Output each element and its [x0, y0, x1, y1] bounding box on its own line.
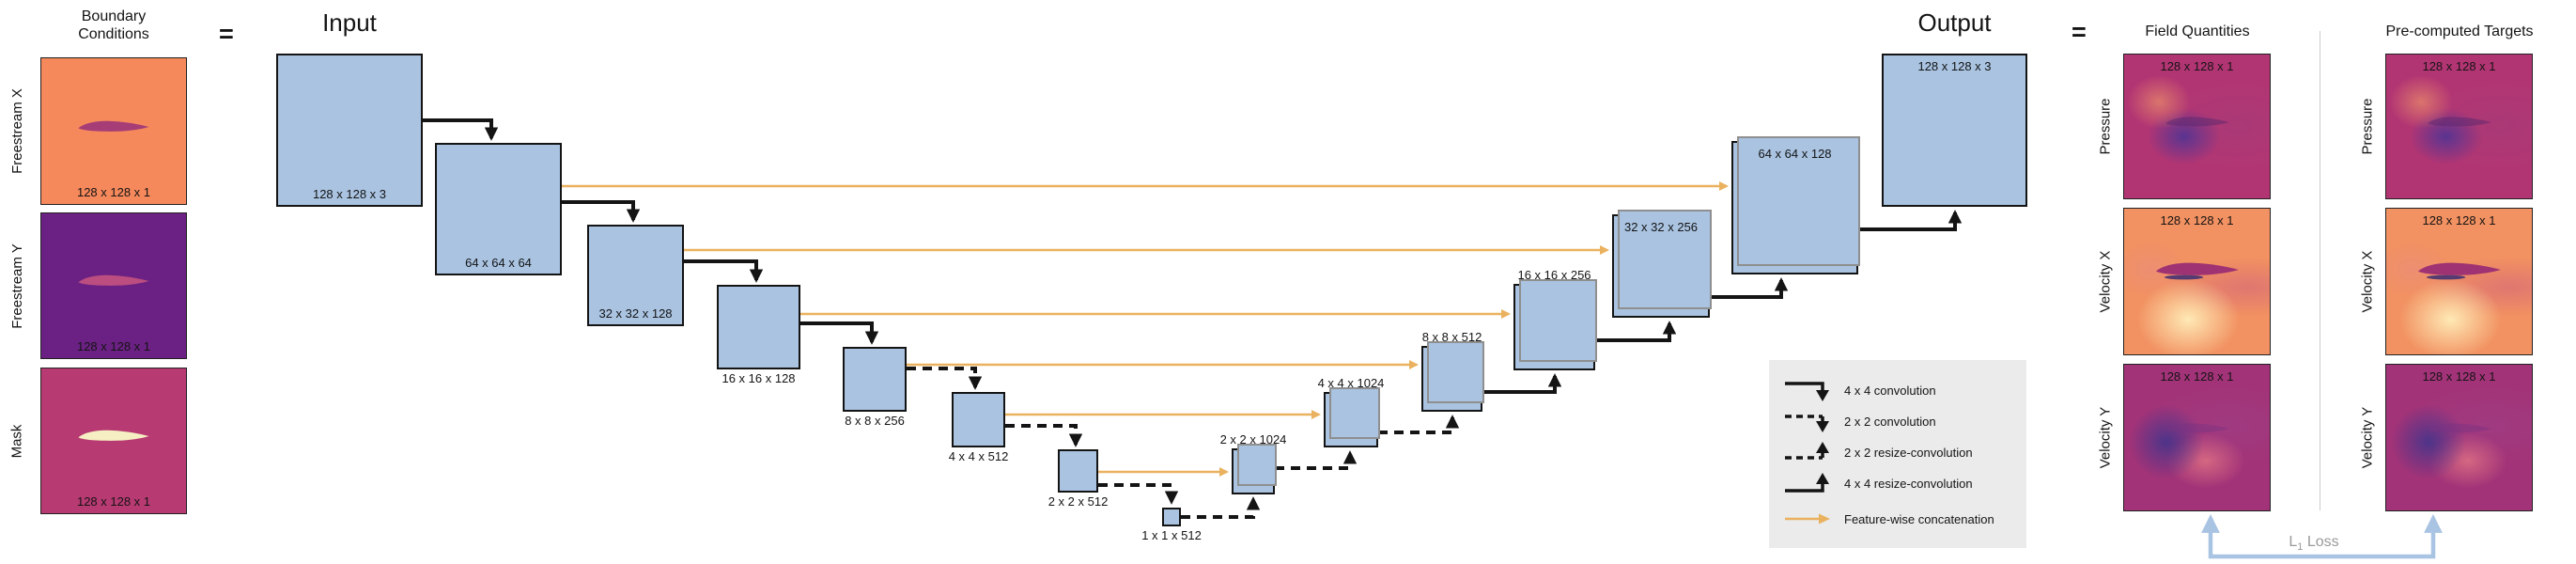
- target-pressure-dims: 128 x 128 x 1: [2422, 59, 2496, 73]
- resize-arrow-5: [1595, 321, 1677, 342]
- fq-pressure-label: Pressure: [2097, 98, 2114, 155]
- resize-conv-4x4-arrows: [1482, 210, 1963, 394]
- resize-conv-2x2-arrows: [1181, 415, 1460, 519]
- unet-block-encoder-4: 8 x 8 x 256: [843, 347, 907, 428]
- fq-velocity-x-label: Velocity X: [2097, 250, 2114, 313]
- fq-pressure-image: 128 x 128 x 1: [2123, 54, 2271, 199]
- legend-item-2x2-convolution: 2 x 2 convolution: [1782, 408, 1936, 434]
- l1-loss-connector: [2201, 514, 2443, 559]
- unet-block-encoder-3: 16 x 16 x 128: [717, 285, 800, 385]
- unet-block-input: 128 x 128 x 3: [276, 54, 423, 207]
- legend-item-2x2-resize-convolution: 2 x 2 resize-convolution: [1782, 439, 1973, 465]
- unet-block-output: 128 x 128 x 3: [1882, 54, 2027, 207]
- unet-block-decoder-5: 32 x 32 x 256: [1612, 210, 1712, 318]
- mask-image: 128 x 128 x 1: [40, 368, 187, 514]
- legend-item-4x4-convolution: 4 x 4 convolution: [1782, 377, 1936, 403]
- airfoil-shape-icon: [78, 120, 149, 132]
- target-velocity-y-dims: 128 x 128 x 1: [2422, 369, 2496, 384]
- orange-right-arrow-icon: [1785, 513, 1830, 525]
- conv-arrow-7: [1098, 483, 1179, 505]
- freestream-x-dims: 128 x 128 x 1: [76, 185, 151, 199]
- input-title: Input: [322, 8, 377, 37]
- airfoil-shape-icon: [2427, 117, 2491, 127]
- fq-velocity-y-dims: 128 x 128 x 1: [2160, 369, 2234, 384]
- unet-block-decoder-6: 64 x 64 x 128: [1731, 136, 1860, 274]
- target-velocity-x-dims: 128 x 128 x 1: [2422, 213, 2496, 227]
- legend: 4 x 4 convolution 2 x 2 convolution 2 x …: [1769, 360, 2026, 548]
- conv-arrow-3: [684, 259, 764, 283]
- fq-velocity-x-dims: 128 x 128 x 1: [2160, 213, 2234, 227]
- fq-pressure-dims: 128 x 128 x 1: [2160, 59, 2234, 73]
- conv-arrow-1: [423, 118, 499, 141]
- l1-loss-label: L1 Loss: [2289, 534, 2339, 554]
- unet-block-bottleneck: 1 x 1 x 512: [1141, 508, 1202, 542]
- freestream-y-dims: 128 x 128 x 1: [76, 339, 151, 353]
- unet-block-encoder-1: 64 x 64 x 64: [435, 143, 562, 275]
- unet-block-decoder-3: 8 x 8 x 512: [1421, 330, 1484, 412]
- target-pressure-label: Pressure: [2359, 98, 2376, 155]
- fq-velocity-y-image: 128 x 128 x 1: [2123, 364, 2271, 511]
- conv-arrow-2: [562, 200, 641, 223]
- conv-2x2-arrows: [907, 367, 1179, 505]
- target-velocity-y-image: 128 x 128 x 1: [2385, 364, 2533, 511]
- unet-block-decoder-2: 4 x 4 x 1024: [1318, 376, 1384, 447]
- resize-arrow-2: [1275, 450, 1358, 470]
- airfoil-shape-icon: [2165, 117, 2229, 127]
- unet-block-encoder-5: 4 x 4 x 512: [949, 392, 1008, 463]
- legend-item-4x4-resize-convolution: 4 x 4 resize-convolution: [1782, 470, 1973, 496]
- target-velocity-x-label: Velocity X: [2359, 250, 2376, 313]
- pre-computed-targets-title: Pre-computed Targets: [2385, 24, 2534, 39]
- freestream-x-image: 128 x 128 x 1: [40, 57, 187, 205]
- freestream-y-image: 128 x 128 x 1: [40, 212, 187, 359]
- resize-arrow-6: [1710, 277, 1789, 299]
- resize-arrow-1: [1181, 496, 1261, 519]
- equals-sign-right: =: [2072, 18, 2087, 46]
- freestream-x-label: Freestream X: [8, 88, 25, 174]
- resize-arrow-4: [1482, 373, 1562, 394]
- airfoil-shape-icon: [2165, 423, 2229, 433]
- fq-velocity-x-image: 128 x 128 x 1: [2123, 208, 2271, 355]
- fq-velocity-y-label: Velocity Y: [2097, 406, 2114, 469]
- target-velocity-x-image: 128 x 128 x 1: [2385, 208, 2533, 355]
- airfoil-shape-icon: [2155, 262, 2239, 280]
- dashed-down-arrow-icon: [1785, 415, 1829, 432]
- conv-4x4-arrows: [423, 118, 879, 345]
- conv-arrow-6: [1005, 424, 1083, 447]
- boundary-title-line2: Conditions: [78, 26, 149, 43]
- output-title: Output: [1917, 8, 1992, 37]
- equals-sign-left: =: [219, 20, 234, 48]
- legend-item-feature-wise-concatenation: Feature-wise concatenation: [1782, 506, 1994, 532]
- field-quantities-title: Field Quantities: [2145, 24, 2250, 39]
- unet-block-decoder-1: 2 x 2 x 1024: [1220, 432, 1286, 494]
- unet-block-encoder-2: 32 x 32 x 128: [587, 225, 684, 326]
- resize-arrow-3: [1378, 415, 1460, 434]
- conv-arrow-4: [800, 321, 879, 345]
- airfoil-shape-icon: [2427, 423, 2491, 433]
- solid-down-arrow-icon: [1785, 382, 1829, 401]
- target-pressure-image: 128 x 128 x 1: [2385, 54, 2533, 199]
- airfoil-shape-icon: [78, 431, 149, 442]
- unet-block-decoder-4: 16 x 16 x 256: [1513, 268, 1597, 370]
- solid-up-arrow-icon: [1785, 473, 1829, 493]
- boundary-conditions-title: Boundary Conditions: [39, 8, 189, 43]
- target-velocity-y-label: Velocity Y: [2359, 406, 2376, 469]
- mask-label: Mask: [8, 424, 25, 458]
- boundary-title-line1: Boundary: [81, 8, 147, 24]
- mask-dims: 128 x 128 x 1: [76, 494, 151, 509]
- airfoil-shape-icon: [78, 275, 149, 287]
- conv-arrow-5: [907, 367, 983, 390]
- freestream-y-label: Freestream Y: [8, 243, 25, 329]
- unet-block-encoder-6: 2 x 2 x 512: [1048, 449, 1108, 509]
- airfoil-shape-icon: [2417, 262, 2501, 280]
- skip-connections: [562, 181, 1729, 477]
- dashed-up-arrow-icon: [1785, 442, 1829, 460]
- resize-arrow-7: [1858, 210, 1963, 231]
